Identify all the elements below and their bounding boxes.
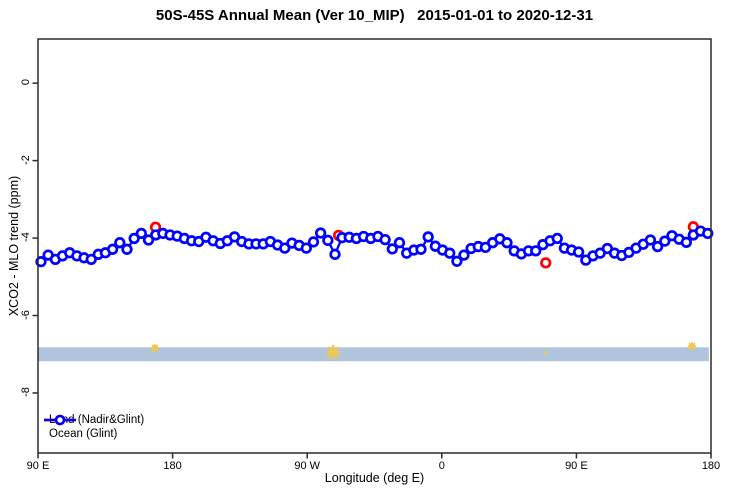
y-axis-label: XCO2 - MLO trend (ppm)	[7, 175, 21, 317]
x-tick-label: 180	[163, 460, 182, 472]
ocean-data-point	[106, 243, 119, 255]
ocean-data-point	[393, 237, 406, 249]
ocean-data-point	[501, 237, 513, 249]
ocean-data-point	[572, 246, 585, 258]
x-axis-label: Longitude (deg E)	[324, 471, 425, 485]
ocean-data-point	[114, 237, 126, 249]
x-tick-label: 90 E	[565, 460, 588, 472]
land-data-point	[540, 257, 552, 269]
x-tick-label: 0	[438, 460, 445, 472]
ocean-data-point	[307, 236, 320, 248]
ocean-data-point	[315, 227, 327, 239]
ocean-data-point	[458, 249, 470, 261]
ocean-data-point	[659, 235, 671, 247]
highlight-band	[38, 347, 709, 362]
y-tick-label: -4	[20, 232, 32, 242]
ocean-data-point	[702, 227, 714, 240]
y-tick-label: -6	[20, 309, 32, 320]
ocean-data-point	[379, 233, 391, 246]
ocean-data-point	[530, 245, 542, 257]
ocean-data-point	[651, 240, 664, 253]
ocean-data-point	[422, 231, 434, 243]
legend-label-ocean: Ocean (Glint)	[49, 428, 118, 440]
ocean-data-point	[680, 236, 692, 248]
legend: Land (Nadir&Glint) Ocean (Glint)	[42, 413, 144, 441]
ocean-data-point	[121, 243, 133, 255]
gold-asterisk-marker	[151, 344, 159, 352]
gold-asterisk-marker	[327, 346, 339, 359]
ocean-data-point	[85, 253, 97, 266]
chart-title: 50S-45S Annual Mean (Ver 10_MIP) 2015-01…	[155, 7, 594, 24]
gold-asterisk-marker	[688, 342, 696, 350]
ocean-data-point	[128, 232, 140, 245]
ocean-legend-marker-icon	[44, 414, 76, 426]
ocean-data-point	[444, 247, 456, 259]
x-tick-label: 90 E	[26, 460, 50, 472]
gold-dot-marker	[543, 350, 547, 355]
ocean-data-point	[551, 232, 563, 245]
y-tick-label: 0	[20, 79, 32, 86]
ocean-data-point	[451, 255, 463, 267]
legend-item-ocean: Ocean (Glint)	[42, 414, 144, 441]
ocean-data-point	[300, 242, 312, 254]
x-tick-label: 180	[701, 460, 721, 472]
ocean-data-point	[644, 234, 657, 246]
ocean-data-point	[142, 234, 155, 246]
x-tick-label: 90 W	[294, 460, 321, 472]
plot-border	[37, 38, 712, 454]
ocean-data-point	[329, 248, 341, 260]
ocean-data-point	[135, 227, 147, 240]
ocean-data-point	[386, 243, 398, 255]
y-tick-label: -8	[20, 387, 32, 397]
ocean-data-point	[415, 243, 427, 255]
ocean-data-point	[279, 242, 291, 254]
y-tick-label: -2	[20, 154, 32, 165]
ocean-data-point	[35, 256, 47, 268]
ocean-data-point	[322, 234, 334, 247]
